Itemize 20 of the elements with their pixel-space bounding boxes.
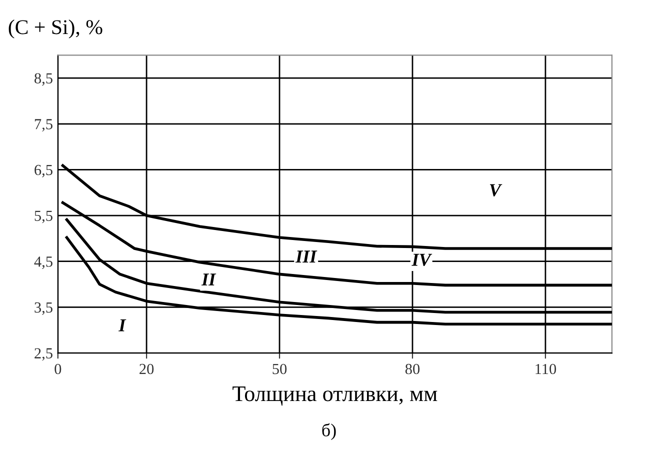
text: б)	[322, 423, 336, 440]
x-tick-label: 50	[272, 364, 287, 374]
y-tick-label: 4,5	[34, 256, 52, 270]
annotation: I	[118, 319, 126, 332]
annotation: III	[295, 250, 318, 262]
x-tick-label: 80	[405, 364, 420, 374]
y-tick-label: 3,5	[34, 302, 52, 315]
y-axis-title: (C + Si), %	[8, 20, 102, 38]
x-axis-title: Толщина отливки, мм	[232, 386, 438, 406]
x-tick-label: 20	[140, 364, 154, 374]
y-tick-label: 5,5	[34, 210, 52, 224]
y-tick-label: 2,5	[34, 348, 52, 361]
y-tick-label: 8,5	[34, 73, 52, 86]
y-tick-label: 6,5	[34, 164, 52, 178]
y-tick-label: 7,5	[34, 119, 52, 132]
annotation: V	[490, 184, 502, 196]
x-tick-label: 110	[536, 364, 556, 374]
annotation: IV	[412, 254, 432, 266]
annotation: II	[201, 274, 216, 286]
x-tick-label: 0	[54, 364, 62, 374]
